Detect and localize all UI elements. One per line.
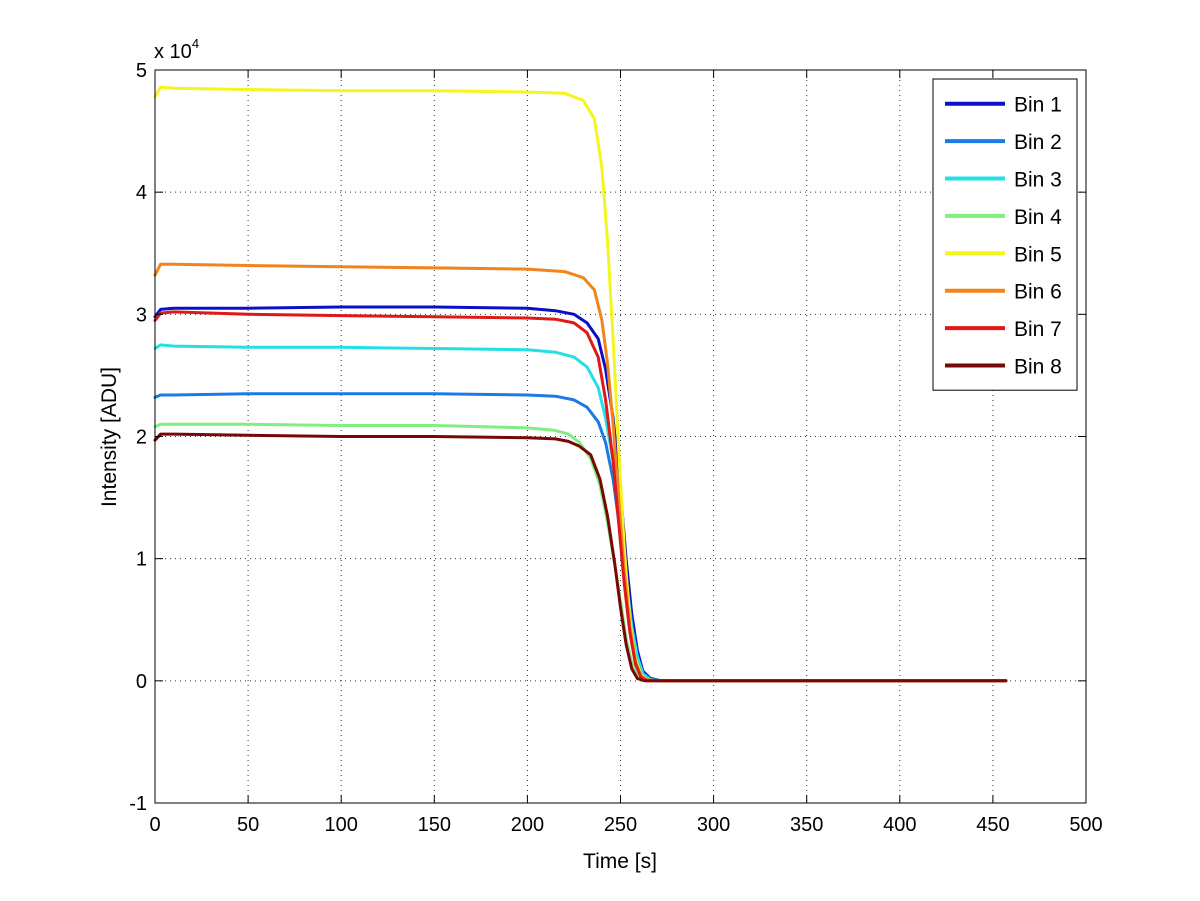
- series-line-bin-8: [153, 432, 1008, 683]
- y-tick-label: 5: [136, 60, 147, 82]
- legend: Bin 1 Bin 2 Bin 3 Bin 4 Bin 5 Bin 6 Bin 7 Bin 8: [932, 78, 1078, 391]
- legend-label-bin-1: Bin 1: [1014, 94, 1062, 117]
- legend-label-bin-2: Bin 2: [1014, 131, 1062, 154]
- x-tick-label: 500: [1069, 814, 1102, 836]
- legend-label-bin-5: Bin 5: [1014, 243, 1062, 266]
- x-tick-label: 100: [325, 814, 358, 836]
- series-line-bin-4: [153, 422, 1008, 683]
- legend-label-bin-3: Bin 3: [1014, 169, 1062, 192]
- x-tick-label: 200: [511, 814, 544, 836]
- legend-box: [932, 78, 1078, 391]
- y-tick-label: 2: [136, 427, 147, 449]
- x-tick-label: 250: [604, 814, 637, 836]
- series-line-bin-5: [153, 85, 1008, 683]
- x-tick-label: 150: [418, 814, 451, 836]
- y-tick-label: -1: [129, 793, 147, 815]
- series-lines: [153, 85, 1008, 683]
- x-tick-label: 50: [237, 814, 259, 836]
- x-tick-label: 350: [790, 814, 823, 836]
- y-axis-label: Intensity [ADU]: [98, 367, 121, 507]
- legend-label-bin-8: Bin 8: [1014, 356, 1062, 379]
- legend-label-bin-6: Bin 6: [1014, 281, 1062, 304]
- y-tick-label: 4: [136, 182, 147, 204]
- y-tick-label: 0: [136, 671, 147, 693]
- x-tick-label: 450: [976, 814, 1009, 836]
- legend-label-bin-7: Bin 7: [1014, 318, 1062, 341]
- x-tick-label: 0: [149, 814, 160, 836]
- x-tick-label: 300: [697, 814, 730, 836]
- series-line-bin-7: [153, 310, 1008, 683]
- x-tick-label: 400: [883, 814, 916, 836]
- y-tick-label: 3: [136, 304, 147, 326]
- series-line-bin-3: [153, 343, 1008, 683]
- y-tick-label: 1: [136, 549, 147, 571]
- x-axis-label: Time [s]: [583, 850, 657, 873]
- y-axis-exponent: x 104: [154, 36, 199, 63]
- legend-label-bin-4: Bin 4: [1014, 206, 1062, 229]
